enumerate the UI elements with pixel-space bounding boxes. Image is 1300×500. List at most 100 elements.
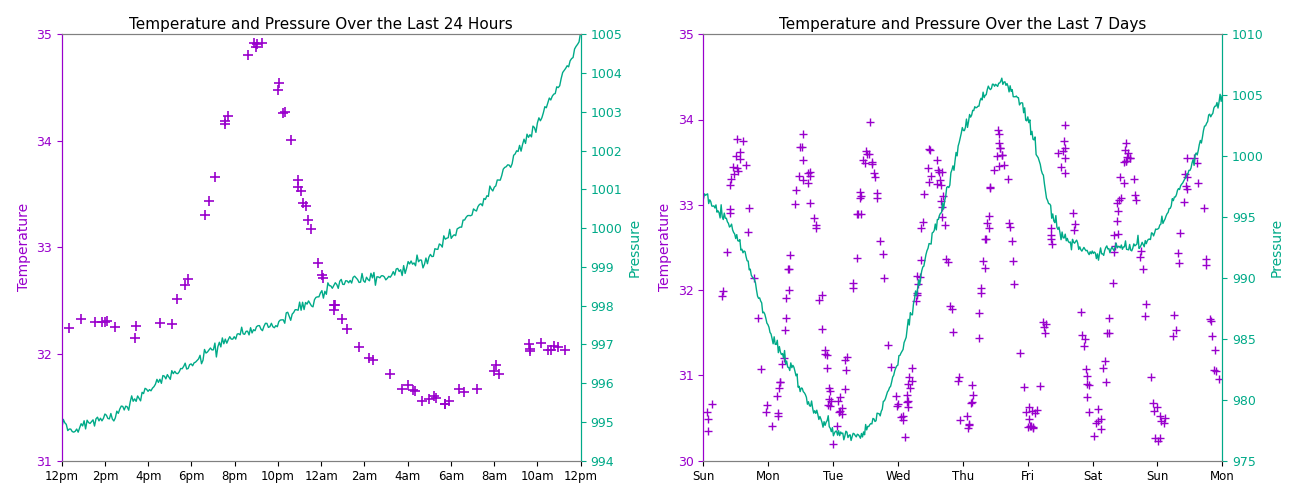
Point xyxy=(543,342,564,350)
Point xyxy=(1183,154,1204,162)
Point xyxy=(1164,332,1184,340)
Point xyxy=(324,301,344,309)
Point xyxy=(997,175,1018,183)
Point xyxy=(775,314,796,322)
Point xyxy=(1108,208,1128,216)
Point xyxy=(166,295,187,303)
Point xyxy=(842,284,863,292)
Point xyxy=(1022,423,1043,431)
Point xyxy=(744,274,764,282)
Point xyxy=(835,356,855,364)
Point xyxy=(1084,432,1105,440)
Point xyxy=(823,440,844,448)
Point xyxy=(767,409,788,417)
Point xyxy=(896,391,916,399)
Point xyxy=(214,120,235,128)
Point xyxy=(1117,138,1138,146)
Point xyxy=(1167,249,1188,257)
Point xyxy=(1174,198,1195,206)
Point xyxy=(848,210,868,218)
Point xyxy=(1004,280,1024,288)
Point xyxy=(439,398,460,406)
Point xyxy=(162,320,183,328)
Point xyxy=(906,289,927,297)
Point xyxy=(1118,150,1139,158)
Point xyxy=(176,281,196,289)
Point xyxy=(720,208,741,216)
Point xyxy=(898,373,919,381)
Point xyxy=(1056,154,1076,162)
Point xyxy=(1130,252,1150,260)
Point xyxy=(906,296,927,304)
Point xyxy=(806,221,827,229)
Point xyxy=(1054,121,1075,129)
Point xyxy=(898,397,919,405)
Title: Temperature and Pressure Over the Last 24 Hours: Temperature and Pressure Over the Last 2… xyxy=(129,16,514,32)
Point xyxy=(1079,408,1100,416)
Point xyxy=(872,250,893,258)
Point xyxy=(785,186,806,194)
Point xyxy=(820,398,841,406)
Point xyxy=(1195,254,1216,262)
Point xyxy=(1174,170,1195,178)
Point xyxy=(520,347,541,355)
Point xyxy=(866,189,887,197)
Point xyxy=(1035,330,1056,338)
Point xyxy=(919,146,940,154)
Point xyxy=(1119,154,1140,162)
Point xyxy=(324,300,344,308)
Point xyxy=(549,344,569,351)
Point xyxy=(1134,265,1154,273)
Point xyxy=(891,413,911,421)
Point xyxy=(918,164,939,172)
Point xyxy=(1019,416,1040,424)
Point xyxy=(287,176,308,184)
Point xyxy=(398,380,419,388)
Point xyxy=(777,264,798,272)
Point xyxy=(785,200,806,208)
Point xyxy=(1148,437,1169,445)
Point xyxy=(1020,422,1041,430)
Point xyxy=(937,258,958,266)
Point xyxy=(711,292,732,300)
Point xyxy=(519,340,540,348)
Point xyxy=(412,397,433,405)
Y-axis label: Pressure: Pressure xyxy=(628,218,642,277)
Point xyxy=(948,374,968,382)
Point xyxy=(989,162,1010,170)
Point xyxy=(819,402,840,410)
Point xyxy=(850,192,871,200)
Point xyxy=(1113,158,1134,166)
Point xyxy=(793,130,814,138)
Point xyxy=(1117,154,1138,162)
Point xyxy=(217,112,238,120)
Y-axis label: Pressure: Pressure xyxy=(1269,218,1283,277)
Point xyxy=(1053,138,1074,145)
Point xyxy=(1013,383,1034,391)
Point xyxy=(1105,242,1126,250)
Point xyxy=(855,146,876,154)
Point xyxy=(530,339,551,347)
Point xyxy=(274,108,295,116)
Point xyxy=(893,412,914,420)
Point xyxy=(989,144,1010,152)
Point xyxy=(727,164,747,172)
Point xyxy=(269,80,290,88)
Point xyxy=(425,394,446,402)
Point xyxy=(757,402,777,409)
Point xyxy=(1041,224,1062,232)
Point xyxy=(835,386,855,394)
Point xyxy=(836,366,857,374)
Point xyxy=(989,144,1010,152)
Point xyxy=(1110,173,1131,181)
Point xyxy=(298,216,318,224)
Point xyxy=(702,400,723,408)
Point xyxy=(1088,404,1109,412)
Point xyxy=(1112,194,1132,202)
Point xyxy=(983,166,1004,174)
Point xyxy=(733,137,754,145)
Point xyxy=(729,148,750,156)
Point xyxy=(779,264,800,272)
Point xyxy=(736,160,757,168)
Point xyxy=(1169,258,1190,266)
